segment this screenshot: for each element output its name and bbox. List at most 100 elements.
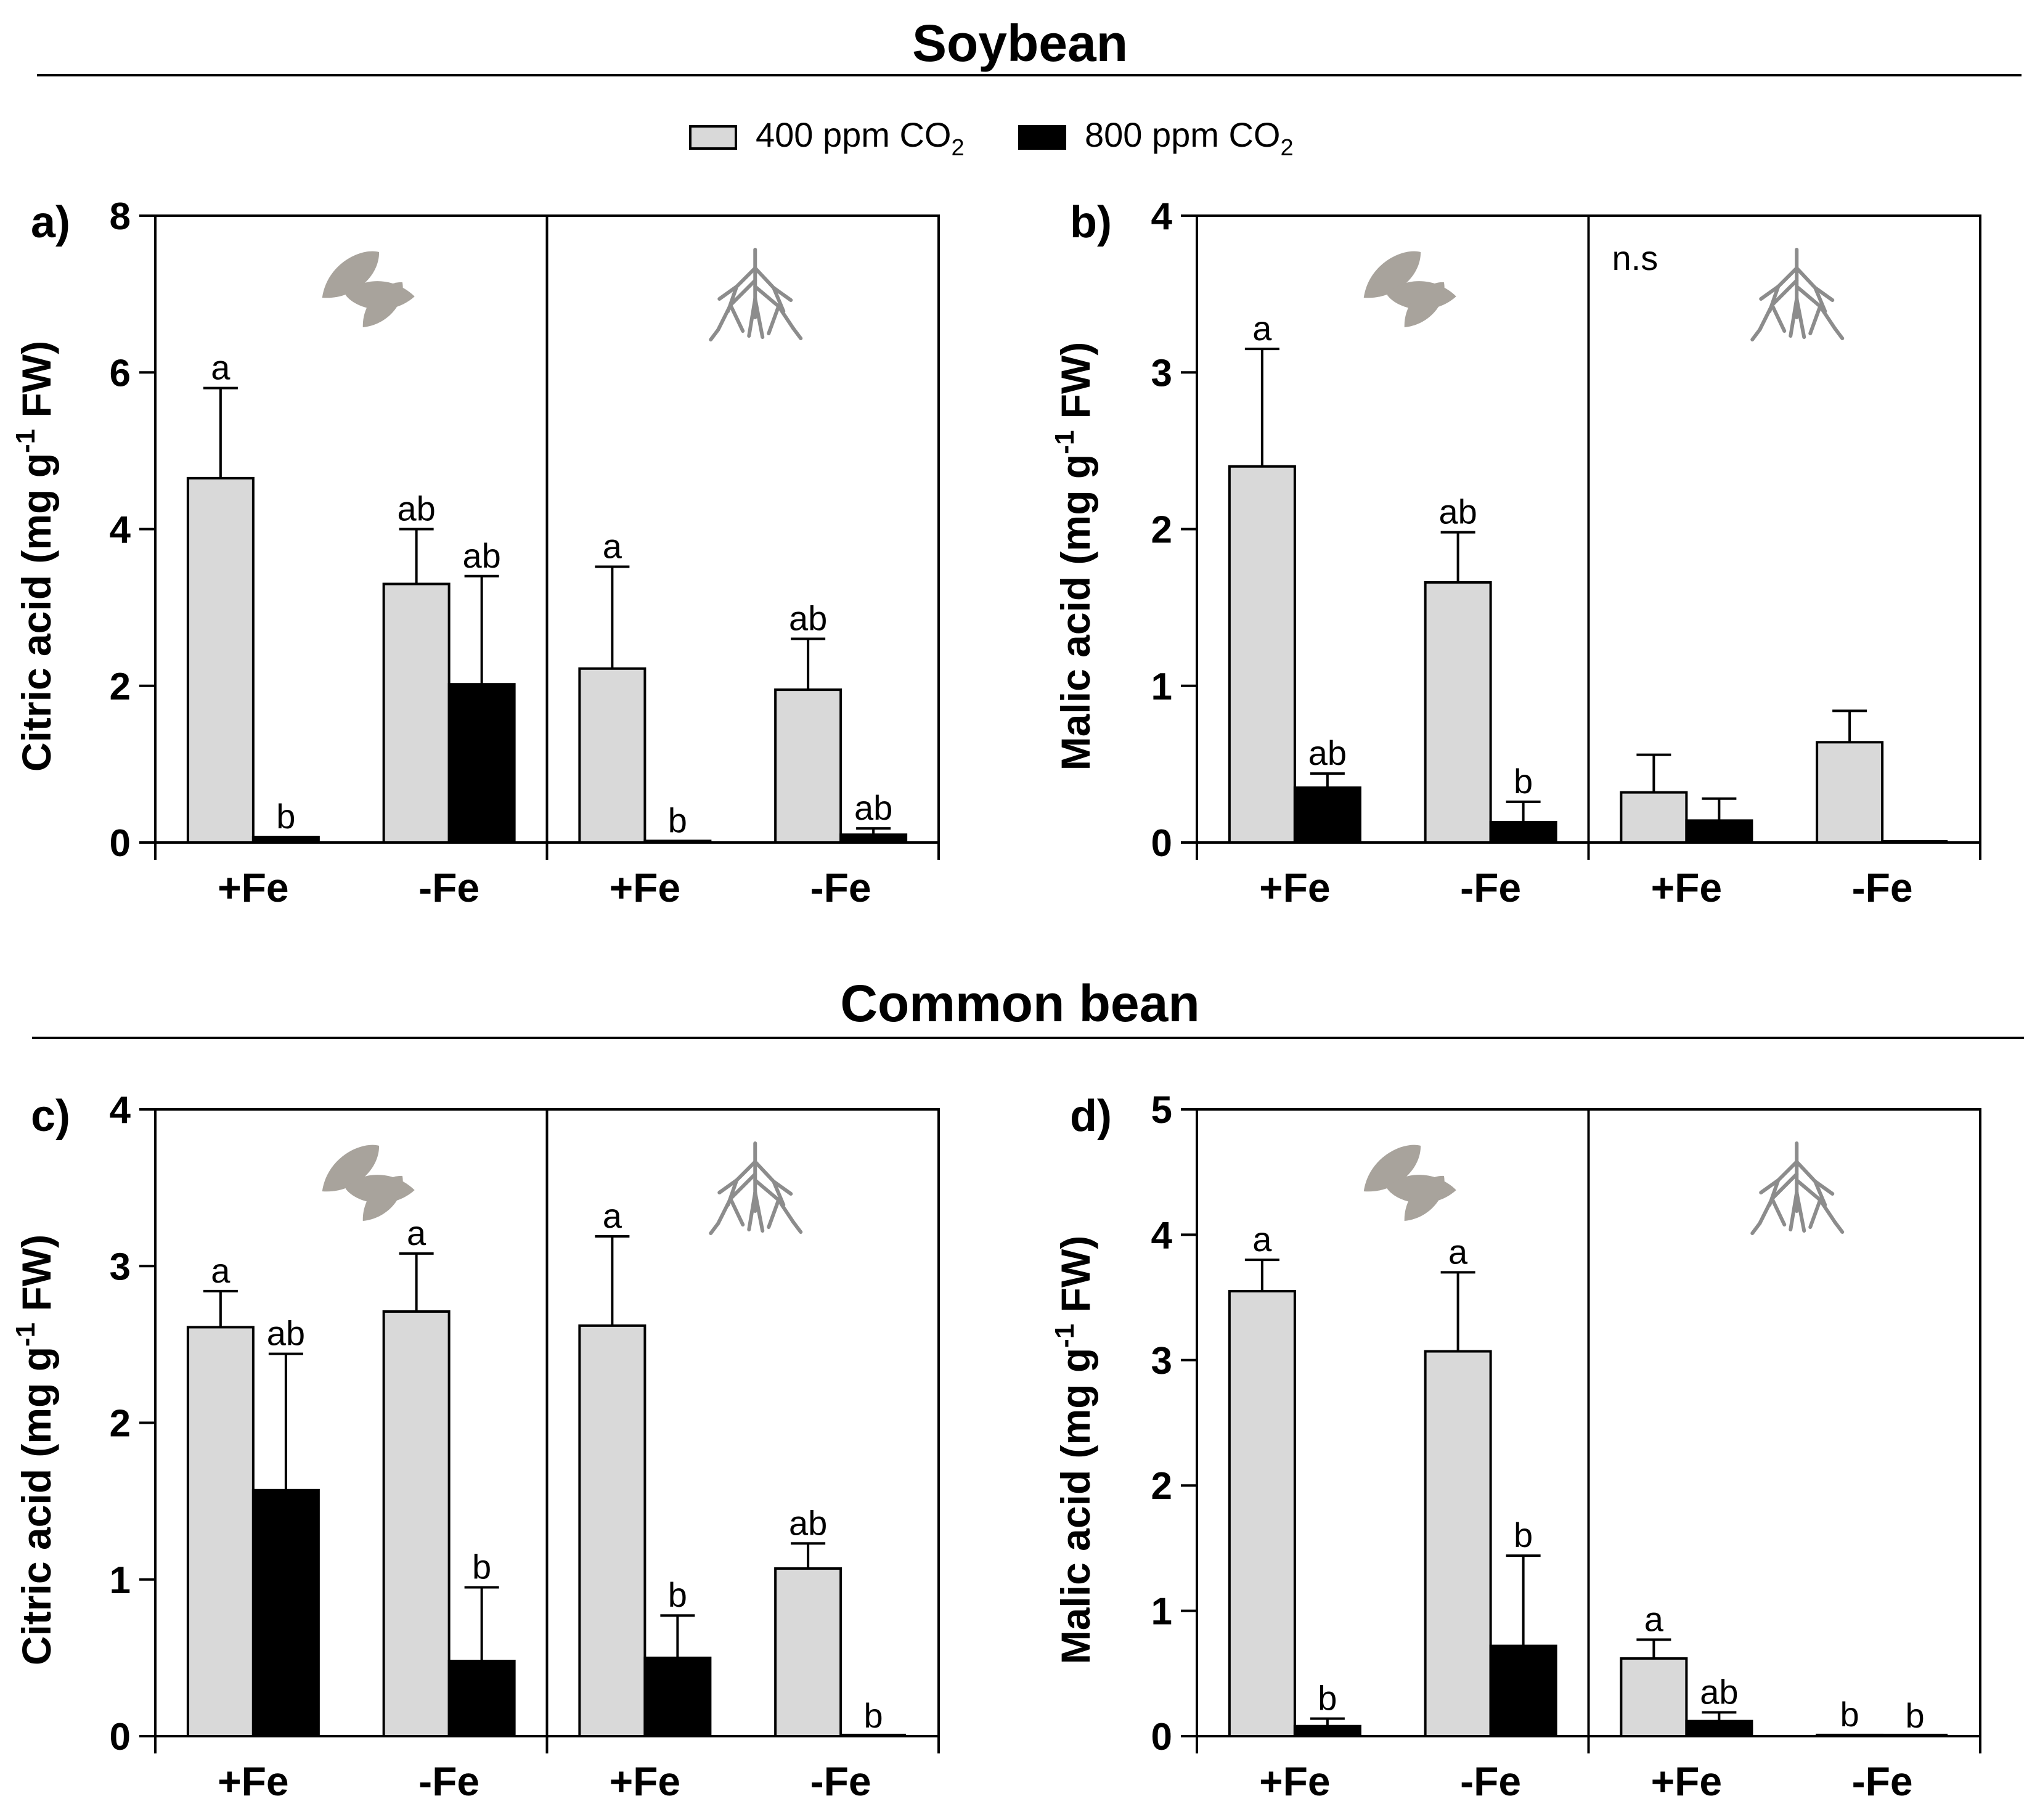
roots-icon <box>1750 248 1845 341</box>
root-line <box>767 304 781 335</box>
y-tick-label: 3 <box>110 1246 131 1288</box>
y-tick-label: 2 <box>110 1403 131 1445</box>
y-tick-label: 3 <box>1151 1340 1172 1382</box>
section-title-soybean: Soybean <box>912 14 1128 72</box>
bar-800ppm <box>1685 1720 1753 1738</box>
bar-800ppm <box>643 839 712 844</box>
roots-icon <box>1750 1141 1845 1235</box>
y-axis-label-text: Malic acid (mg g <box>1053 1348 1098 1664</box>
bar-400ppm <box>1228 465 1296 844</box>
significance-letter: a <box>603 527 622 566</box>
y-tick-label: 4 <box>1151 1214 1173 1257</box>
bar-400ppm <box>1424 1350 1492 1737</box>
significance-letter: b <box>1906 1696 1925 1735</box>
y-axis-label-superscript: -1 <box>10 429 41 453</box>
y-axis-label-text: Malic acid (mg g <box>1053 454 1098 770</box>
y-tick-label: 6 <box>110 352 131 394</box>
y-axis-label-superscript: -1 <box>10 1323 41 1347</box>
x-tick-label: +Fe <box>610 1758 681 1804</box>
x-tick-label: -Fe <box>1852 865 1913 910</box>
significance-letter: b <box>1318 1679 1337 1718</box>
root-line <box>709 328 720 341</box>
bar-400ppm <box>1424 581 1492 844</box>
panel-label: a) <box>31 198 70 247</box>
legend-label-400ppm-subscript: 2 <box>951 135 965 161</box>
leaf-shape <box>1404 282 1445 327</box>
y-tick-label: 3 <box>1151 352 1172 394</box>
bar-800ppm <box>1293 1724 1361 1738</box>
bar-800ppm <box>447 683 516 844</box>
significance-letter: ab <box>789 1503 827 1542</box>
leaves-icon <box>322 251 415 327</box>
significance-letter: ab <box>397 489 435 528</box>
y-tick-label: 4 <box>110 509 131 552</box>
y-axis-label-text: Citric acid (mg g <box>14 1347 59 1665</box>
section-divider-common-bean <box>32 1037 2024 1039</box>
leaves-icon <box>322 1145 415 1221</box>
x-tick-label: +Fe <box>1651 1758 1723 1804</box>
bar-400ppm <box>382 582 451 844</box>
significance-letter: b <box>668 801 687 839</box>
root-line <box>728 1197 745 1226</box>
significance-letter: ab <box>1308 733 1347 772</box>
x-tick-label: -Fe <box>1852 1758 1913 1804</box>
significance-letter: a <box>211 348 231 387</box>
panel-label: d) <box>1070 1092 1112 1141</box>
root-line <box>772 286 786 313</box>
x-tick-label: -Fe <box>418 865 479 910</box>
root-line <box>1770 303 1787 333</box>
leaf-shape <box>362 1175 403 1221</box>
significance-letter: ab <box>267 1314 305 1353</box>
x-tick-label: -Fe <box>1460 865 1521 910</box>
y-tick-label: 4 <box>1151 195 1173 238</box>
y-axis-label: Citric acid (mg g-1 FW) <box>10 1234 59 1665</box>
significance-letter: a <box>407 1214 426 1252</box>
bar-400ppm <box>382 1310 451 1737</box>
significance-letter: a <box>1644 1599 1664 1638</box>
x-tick-label: +Fe <box>218 1758 289 1804</box>
bar-800ppm <box>1489 820 1557 844</box>
significance-letter: ab <box>1700 1672 1738 1711</box>
significance-letter: b <box>1840 1695 1859 1734</box>
root-line <box>791 327 803 340</box>
root-line <box>1768 1178 1781 1207</box>
root-line <box>1833 327 1845 340</box>
root-line <box>1795 1160 1835 1196</box>
root-line <box>1833 1220 1845 1234</box>
y-axis-label-superscript: -1 <box>1050 430 1080 454</box>
y-tick-label: 5 <box>1151 1089 1172 1132</box>
panel-label: c) <box>31 1092 70 1141</box>
root-line <box>1768 285 1781 313</box>
root-line <box>772 1180 786 1207</box>
x-tick-label: -Fe <box>810 1758 871 1804</box>
y-tick-label: 1 <box>1151 1591 1172 1633</box>
root-line <box>709 1222 720 1235</box>
y-tick-label: 0 <box>110 822 131 865</box>
y-tick-label: 1 <box>110 1559 131 1602</box>
x-tick-label: +Fe <box>1259 1758 1331 1804</box>
legend-item-400ppm: 400 ppm CO2 <box>689 113 965 161</box>
not-significant-note: n.s <box>1612 239 1659 277</box>
y-tick-label: 0 <box>110 1716 131 1758</box>
x-tick-label: -Fe <box>810 865 871 910</box>
x-tick-label: +Fe <box>218 865 289 910</box>
legend-swatch-400ppm <box>689 125 737 150</box>
leaves-icon <box>1363 251 1456 327</box>
legend-swatch-800ppm <box>1018 125 1066 150</box>
root-line <box>1808 304 1822 335</box>
y-axis-label-text: Citric acid (mg g <box>14 453 59 772</box>
bar-400ppm <box>1816 741 1884 844</box>
legend-item-800ppm: 800 ppm CO2 <box>1018 113 1294 161</box>
root-line <box>726 285 739 313</box>
root-line <box>1795 1191 1806 1233</box>
section-divider-soybean <box>37 74 2022 76</box>
root-line <box>1813 1180 1827 1207</box>
y-axis-label: Malic acid (mg g-1 FW) <box>1050 342 1098 771</box>
panel-label: b) <box>1070 198 1112 247</box>
x-tick-label: -Fe <box>418 1758 479 1804</box>
bar-800ppm <box>1489 1644 1557 1737</box>
legend-label-800ppm-subscript: 2 <box>1280 135 1294 161</box>
roots-icon <box>709 248 803 341</box>
significance-letter: a <box>1448 1232 1468 1271</box>
